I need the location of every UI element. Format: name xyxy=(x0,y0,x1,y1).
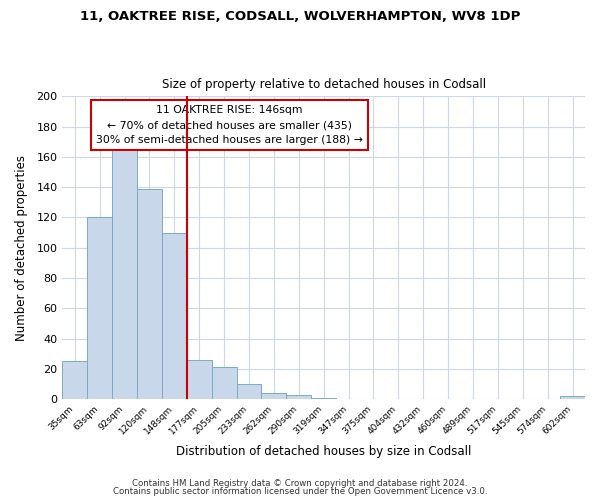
Bar xyxy=(137,188,162,399)
Text: 11 OAKTREE RISE: 146sqm
← 70% of detached houses are smaller (435)
30% of semi-d: 11 OAKTREE RISE: 146sqm ← 70% of detache… xyxy=(96,106,363,145)
Bar xyxy=(236,384,262,399)
Text: Contains public sector information licensed under the Open Government Licence v3: Contains public sector information licen… xyxy=(113,487,487,496)
X-axis label: Distribution of detached houses by size in Codsall: Distribution of detached houses by size … xyxy=(176,444,472,458)
Bar xyxy=(286,394,311,399)
Title: Size of property relative to detached houses in Codsall: Size of property relative to detached ho… xyxy=(161,78,486,91)
Bar xyxy=(87,218,112,399)
Bar xyxy=(560,396,585,399)
Bar xyxy=(262,393,286,399)
Bar xyxy=(212,368,236,399)
Bar xyxy=(112,146,137,399)
Bar xyxy=(311,398,336,399)
Bar xyxy=(187,360,212,399)
Y-axis label: Number of detached properties: Number of detached properties xyxy=(15,155,28,341)
Bar xyxy=(62,362,87,399)
Text: 11, OAKTREE RISE, CODSALL, WOLVERHAMPTON, WV8 1DP: 11, OAKTREE RISE, CODSALL, WOLVERHAMPTON… xyxy=(80,10,520,23)
Text: Contains HM Land Registry data © Crown copyright and database right 2024.: Contains HM Land Registry data © Crown c… xyxy=(132,478,468,488)
Bar xyxy=(162,232,187,399)
